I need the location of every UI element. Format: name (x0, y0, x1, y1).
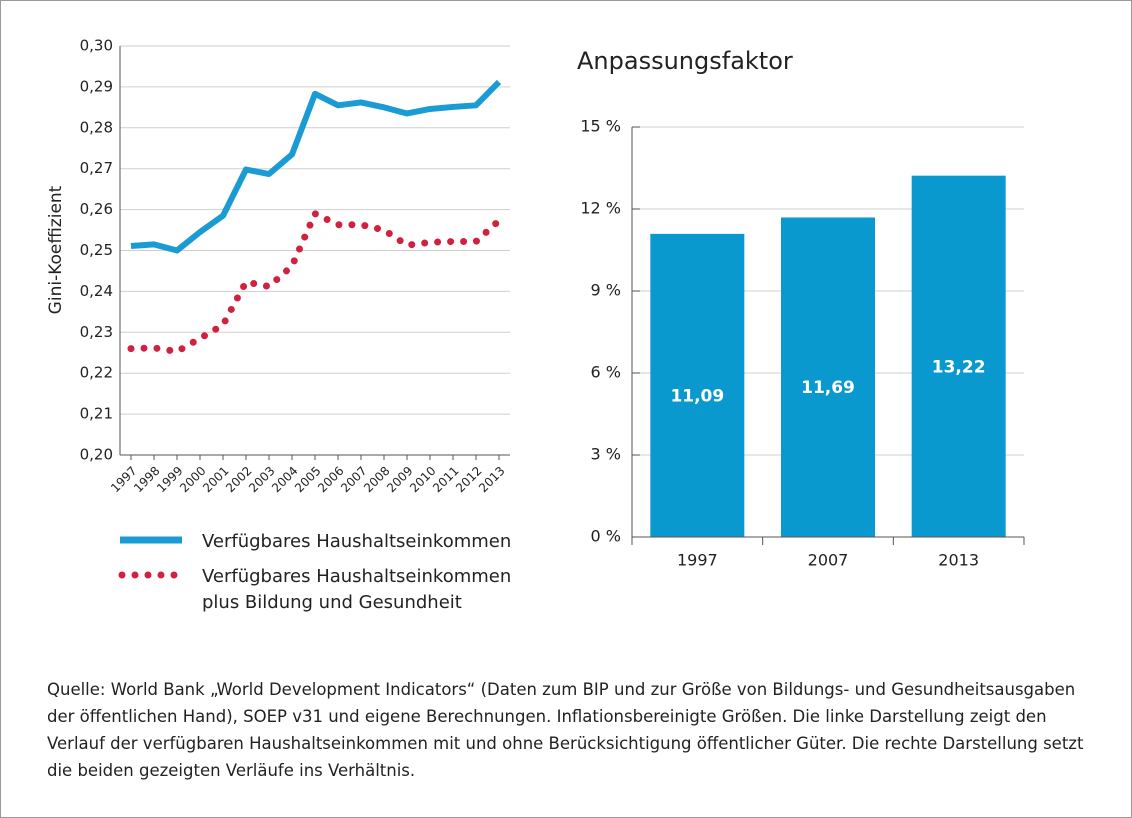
y-tick-label: 12 % (580, 199, 621, 218)
x-tick-label: 2003 (246, 464, 277, 495)
y-tick-label: 15 % (580, 117, 621, 136)
x-tick-label: 2010 (407, 464, 438, 495)
x-tick-label: 2008 (361, 464, 392, 495)
x-tick-label: 1999 (154, 464, 185, 495)
legend-label: Verfügbares Haushaltseinkommen plus Bild… (202, 566, 512, 613)
bar (911, 175, 1006, 538)
y-tick-label: 0,26 (80, 200, 113, 218)
y-tick-label: 0,28 (80, 118, 113, 136)
x-tick-label: 2002 (223, 464, 254, 495)
x-tick-label: 2013 (938, 551, 979, 570)
source-note: Quelle: World Bank „World Development In… (47, 680, 1084, 780)
y-tick-label: 0,22 (80, 364, 113, 382)
value-label: 11,09 (670, 386, 724, 406)
y-tick-label: 9 % (591, 281, 621, 300)
x-tick-label: 1997 (108, 464, 139, 495)
value-label: 13,22 (932, 357, 986, 377)
y-tick-label: 0,27 (80, 159, 113, 177)
y-tick-label: 0,30 (80, 37, 113, 55)
y-tick-label: 0 % (591, 527, 621, 546)
x-tick-label: 2004 (269, 464, 300, 495)
x-tick-label: 2007 (338, 464, 369, 495)
x-tick-label: 2001 (200, 464, 231, 495)
y-axis-label: Gini-Koeffizient (46, 185, 66, 314)
series-line (130, 79, 502, 254)
y-tick-label: 0,23 (80, 323, 113, 341)
y-tick-label: 3 % (591, 445, 621, 464)
x-tick-label: 1998 (131, 464, 162, 495)
y-tick-label: 0,29 (80, 77, 113, 95)
bar (650, 233, 745, 537)
x-tick-label: 2006 (315, 464, 346, 495)
x-tick-label: 2007 (808, 551, 849, 570)
x-tick-label: 2011 (430, 464, 461, 495)
y-tick-label: 0,21 (80, 405, 113, 423)
series-line (127, 208, 503, 356)
x-tick-label: 2009 (384, 464, 415, 495)
x-tick-label: 2000 (177, 464, 208, 495)
legend-label: Verfügbares Haushaltseinkommen (202, 531, 512, 552)
value-label: 11,69 (801, 378, 855, 398)
x-tick-label: 2013 (476, 464, 507, 495)
y-tick-label: 0,25 (80, 241, 113, 259)
x-tick-label: 1997 (677, 551, 718, 570)
y-tick-label: 6 % (591, 363, 621, 382)
bar (781, 217, 875, 537)
y-tick-label: 0,20 (80, 446, 113, 464)
x-tick-label: 2005 (292, 464, 323, 495)
y-tick-label: 0,24 (80, 282, 113, 300)
chart-title: Anpassungsfaktor (577, 47, 793, 75)
x-tick-label: 2012 (453, 464, 484, 495)
